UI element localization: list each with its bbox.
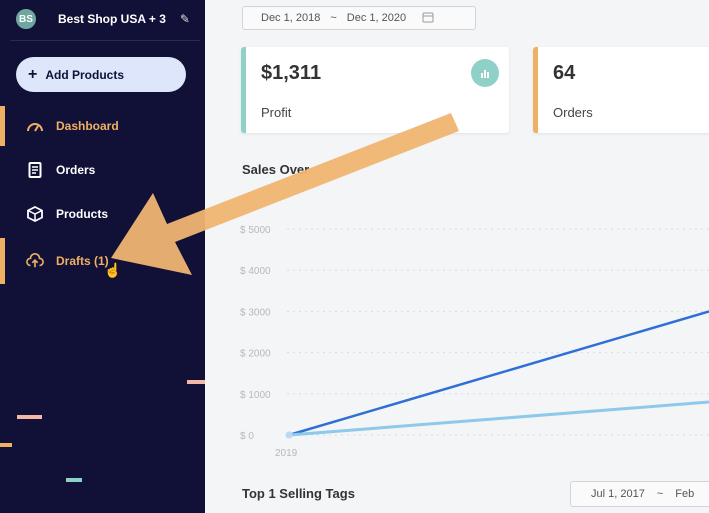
date-range-picker[interactable]: Dec 1, 2018 ~ Dec 1, 2020 <box>242 6 476 30</box>
active-indicator <box>0 106 5 146</box>
calendar-icon <box>422 11 434 26</box>
decoration <box>0 443 12 447</box>
y-tick-label: $ 5000 <box>240 225 271 236</box>
orders-card: 64 Orders <box>533 47 709 133</box>
tags-date-end: Feb <box>675 488 695 500</box>
main-content: Dec 1, 2018 ~ Dec 1, 2020 $1,311 Profit … <box>205 0 709 513</box>
y-tick-label: $ 0 <box>240 431 254 442</box>
cloud-upload-icon <box>26 252 44 270</box>
data-point <box>285 431 293 439</box>
profit-label: Profit <box>261 105 292 120</box>
y-tick-label: $ 1000 <box>240 390 271 401</box>
sidebar-item-orders[interactable]: Orders <box>0 150 205 190</box>
y-tick-label: $ 4000 <box>240 266 271 277</box>
tags-date-start: Jul 1, 2017 <box>591 488 645 500</box>
y-tick-label: $ 3000 <box>240 307 271 318</box>
date-start: Dec 1, 2018 <box>261 12 321 24</box>
sidebar-item-products[interactable]: Products <box>0 194 205 234</box>
highlight-indicator <box>0 238 5 284</box>
series-line <box>288 310 709 437</box>
divider <box>10 40 200 41</box>
store-avatar: BS <box>14 7 48 31</box>
card-accent <box>533 47 538 133</box>
decoration <box>187 380 205 384</box>
plus-icon: + <box>28 65 38 83</box>
bar-chart-icon <box>471 59 499 87</box>
top-selling-tags-title: Top 1 Selling Tags <box>242 486 355 501</box>
x-tick-label: 2019 <box>275 448 298 459</box>
y-tick-label: $ 2000 <box>240 349 271 360</box>
card-accent <box>241 47 246 133</box>
profit-card: $1,311 Profit <box>241 47 509 133</box>
profit-value: $1,311 <box>261 62 322 84</box>
orders-value: 64 <box>553 62 576 84</box>
decoration <box>17 415 42 419</box>
sidebar-item-dashboard[interactable]: Dashboard <box>0 106 205 146</box>
store-name: Best Shop USA + 3 <box>58 12 166 26</box>
speedometer-icon <box>26 117 44 135</box>
series-line <box>288 400 709 437</box>
sidebar-item-label: Dashboard <box>56 119 119 133</box>
tags-date-separator: ~ <box>656 488 664 500</box>
hand-cursor-icon: ☝ <box>104 262 122 278</box>
add-products-button[interactable]: + Add Products <box>16 57 186 92</box>
sidebar-item-drafts[interactable]: Drafts (1) <box>0 238 205 284</box>
date-separator: ~ <box>330 12 337 24</box>
sidebar-item-label: Drafts (1) <box>56 254 109 268</box>
receipt-icon <box>26 161 44 179</box>
sales-chart: $ 5000 $ 4000 $ 3000 $ 2000 $ 1000 $ 0 2019 <box>240 225 709 459</box>
store-switcher[interactable]: BS Best Shop USA + 3 ✎ <box>14 7 190 31</box>
pencil-icon[interactable]: ✎ <box>179 12 190 26</box>
sidebar: BS Best Shop USA + 3 ✎ + Add Products Da… <box>0 0 205 513</box>
sidebar-item-label: Products <box>56 207 109 221</box>
add-products-label: Add Products <box>45 67 125 82</box>
orders-label: Orders <box>553 105 593 120</box>
decoration <box>66 478 82 482</box>
tags-date-range-picker[interactable]: Jul 1, 2017 ~ Feb <box>570 481 709 507</box>
sales-over-title: Sales Over <box>242 162 310 177</box>
cube-icon <box>26 205 44 223</box>
date-end: Dec 1, 2020 <box>346 12 407 24</box>
sidebar-item-label: Orders <box>56 163 96 177</box>
